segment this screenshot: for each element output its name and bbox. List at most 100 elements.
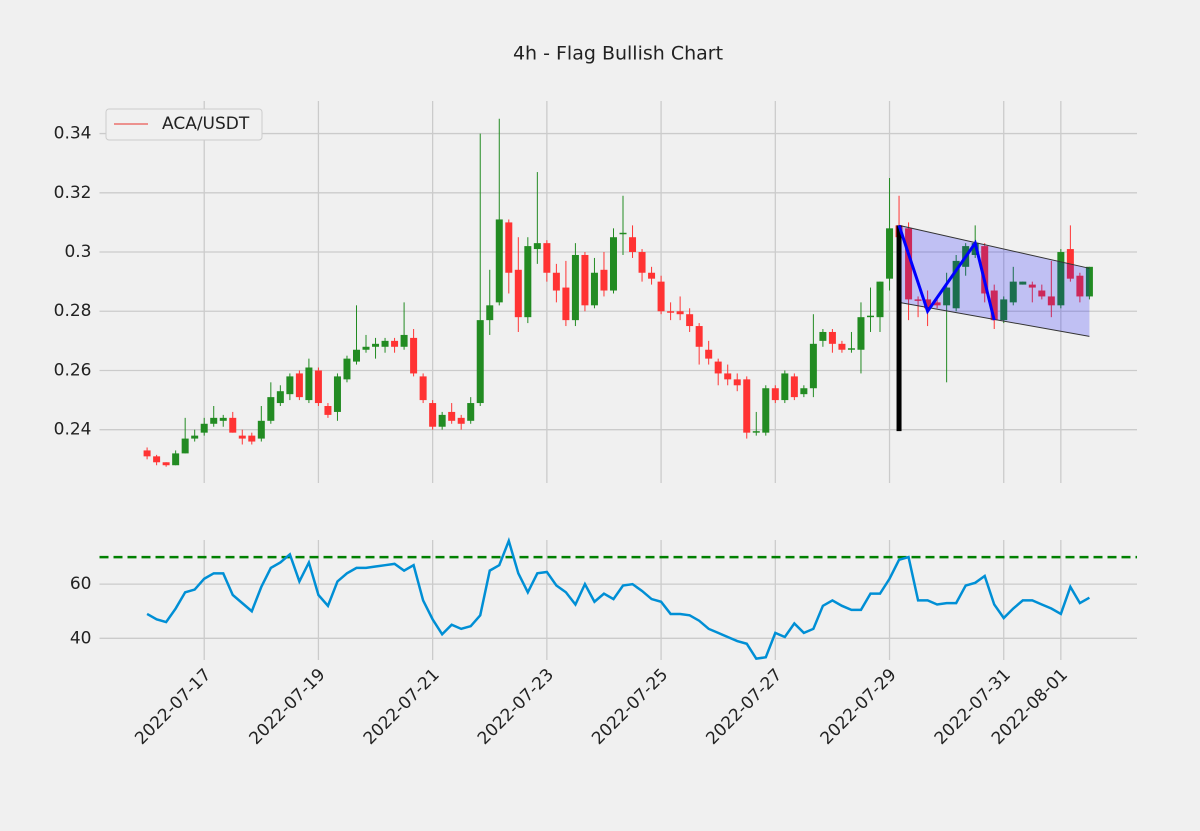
flag-zigzag [897, 224, 996, 321]
candle-body [181, 438, 189, 454]
candle-body [438, 414, 446, 427]
candle-body [762, 388, 770, 433]
candle-body [752, 431, 760, 433]
candle-body [590, 272, 598, 306]
candle-body [495, 219, 503, 303]
candle-body [543, 243, 551, 273]
candle-body [857, 317, 865, 350]
candle-body [324, 406, 332, 415]
candle-body [790, 376, 798, 398]
candle-body [847, 348, 855, 350]
candle-body [838, 343, 846, 350]
candle-body [952, 260, 960, 309]
candle-body [457, 417, 465, 424]
candle-body [295, 373, 303, 398]
candle-body [781, 373, 789, 401]
candle-body [286, 376, 294, 395]
candle-body [705, 349, 713, 359]
candle-body [162, 462, 170, 466]
candle-body [191, 435, 199, 439]
candle-body [552, 272, 560, 291]
candle-body [1085, 266, 1093, 297]
candle-body [733, 379, 741, 386]
candle-body [514, 269, 522, 318]
flag-channel-fill [899, 225, 1090, 337]
candle-body [1047, 296, 1055, 306]
candle-body [372, 343, 380, 347]
candle-body [886, 228, 894, 279]
candle-body [476, 320, 484, 404]
y-tick-label: 0.26 [54, 360, 92, 380]
candle-body [933, 302, 941, 306]
candle-body [657, 281, 665, 312]
candle-body [524, 246, 532, 318]
candle-body [267, 397, 275, 421]
candle-body [448, 411, 456, 421]
y-tick-label: 0.24 [54, 420, 92, 440]
candle-body [686, 314, 694, 327]
candle-body [695, 326, 703, 347]
candle-body [219, 417, 227, 421]
candle-body [771, 388, 779, 401]
candle-body [609, 237, 617, 291]
candle-body [571, 254, 579, 321]
y-tick-label: 0.32 [54, 183, 92, 203]
candle-body [924, 299, 932, 309]
candle-body [362, 346, 370, 350]
candle-body [638, 252, 646, 273]
candle-body [1057, 252, 1065, 306]
legend-label: ACA/USDT [162, 114, 250, 134]
candle-body [419, 376, 427, 401]
y-tick-label: 60 [70, 574, 92, 594]
candle-body [505, 222, 513, 273]
candle-body [876, 281, 884, 318]
candle-body [238, 435, 246, 439]
candle-body [391, 340, 399, 347]
candle-body [828, 331, 836, 344]
candle-body [905, 228, 913, 300]
candle-body [743, 379, 751, 433]
candle-body [648, 272, 656, 279]
candle-body [581, 254, 589, 306]
candle-body [1076, 275, 1084, 297]
candle-body [800, 388, 808, 395]
candle-body [143, 450, 151, 457]
candle-body [153, 456, 161, 463]
candle-body [352, 349, 360, 362]
chart-title: 4h - Flag Bullish Chart [513, 43, 723, 65]
candle-body [1009, 281, 1017, 303]
candle-body [619, 232, 627, 235]
candle-body [257, 420, 265, 439]
y-tick-label: 0.34 [54, 124, 92, 144]
candle-body [248, 435, 256, 442]
candle-body [990, 290, 998, 321]
candle-body [305, 367, 313, 401]
candle-body [1019, 281, 1027, 285]
candle-body [819, 331, 827, 341]
rsi-line [146, 536, 1091, 660]
candle-body [276, 391, 284, 404]
candle-body [333, 376, 341, 412]
candle-body [1038, 290, 1046, 297]
candle-body [343, 358, 351, 380]
candle-body [866, 315, 874, 318]
candle-body [562, 287, 570, 321]
candle-body [914, 299, 922, 301]
candle-body [400, 334, 408, 347]
candle-body [229, 417, 237, 433]
candle-body [467, 403, 475, 421]
candle-body [676, 311, 684, 315]
candle-body [724, 373, 732, 380]
y-tick-label: 0.28 [54, 301, 92, 321]
candle-body [981, 246, 989, 294]
legend-box [105, 108, 263, 141]
candle-body [486, 305, 494, 321]
candle-body [429, 403, 437, 427]
y-tick-label: 0.3 [64, 242, 91, 262]
candle-body [200, 423, 208, 433]
flag-channel-line [898, 224, 1090, 269]
candle-body [1028, 284, 1036, 288]
candle-body [210, 417, 218, 424]
candle-body [381, 340, 389, 347]
